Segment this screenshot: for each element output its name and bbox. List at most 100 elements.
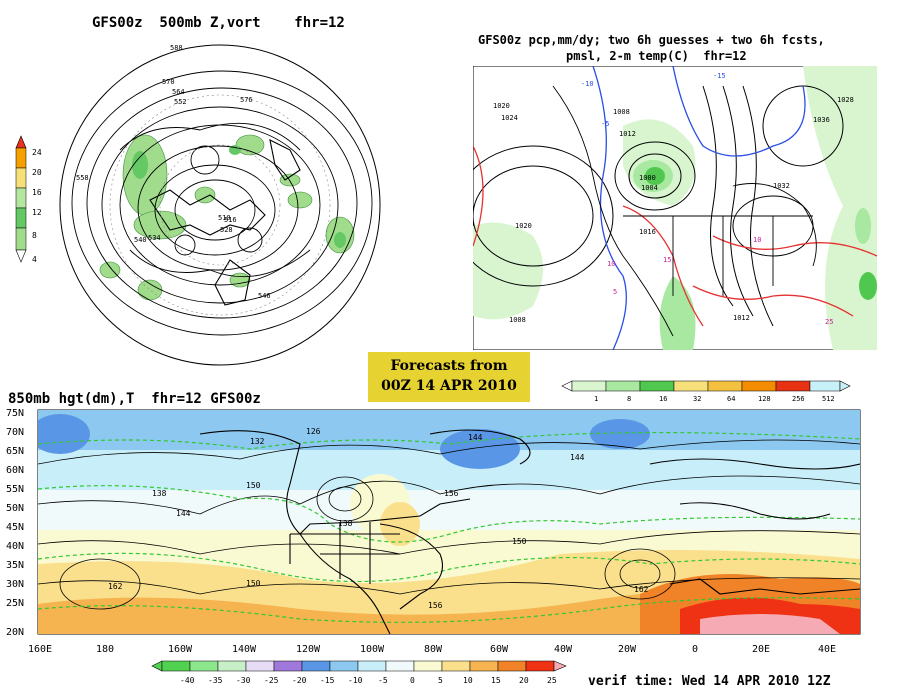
tr-temp-label: 25 xyxy=(825,318,833,326)
hgt-label: 138 xyxy=(338,519,353,528)
lon-label: 160W xyxy=(168,644,193,655)
tl-contour-label: 552 xyxy=(174,98,187,106)
bottom-cbar-label: -20 xyxy=(292,676,307,685)
hgt-label: 156 xyxy=(428,601,443,610)
hgt-label: 144 xyxy=(176,509,191,518)
tr-cbar-label-5: 128 xyxy=(758,395,771,403)
tr-isobar-label: 1028 xyxy=(837,96,854,104)
tl-contour-label: 534 xyxy=(148,234,161,242)
lat-label: 60N xyxy=(6,465,24,476)
tl-cbar-label-1: 20 xyxy=(32,168,42,177)
tr-isobar-label: 1008 xyxy=(613,108,630,116)
bottom-cbar-label: 5 xyxy=(438,676,443,685)
hgt-label: 150 xyxy=(246,579,261,588)
tr-temp-label: 5 xyxy=(613,288,617,296)
lat-label: 45N xyxy=(6,522,24,533)
tr-temp-label: 15 xyxy=(663,256,671,264)
hgt-label: 162 xyxy=(634,585,649,594)
north-america-pcp-map: 1020 1024 1000 1004 1008 1012 1016 1032 … xyxy=(473,66,877,350)
bottom-cbar-label: -35 xyxy=(208,676,223,685)
polar-coastlines xyxy=(149,139,301,306)
lon-label: 20E xyxy=(752,644,770,655)
hgt-label: 144 xyxy=(570,453,585,462)
bottom-cbar-label: -40 xyxy=(180,676,195,685)
bottom-cbar-label: -15 xyxy=(320,676,335,685)
lat-label: 55N xyxy=(6,484,24,495)
bottom-cbar-label: -5 xyxy=(378,676,388,685)
precip-shading xyxy=(473,66,877,350)
tl-contour-label: 510 xyxy=(218,214,231,222)
bottom-cbar-label: -25 xyxy=(264,676,279,685)
hgt-label: 150 xyxy=(246,481,261,490)
top-right-panel-title-line2: pmsl, 2-m temp(C) fhr=12 xyxy=(566,49,747,63)
bottom-colorbar xyxy=(151,660,567,672)
top-right-colorbar: 1 8 16 32 64 128 256 512 xyxy=(561,380,851,403)
lon-label: 120W xyxy=(296,644,321,655)
temp-contours-850 xyxy=(38,431,860,623)
lon-label: 40W xyxy=(554,644,573,655)
tl-contour-label: 576 xyxy=(240,96,253,104)
tr-isobar-label: 1008 xyxy=(509,316,526,324)
height-contours xyxy=(71,70,373,336)
tr-cbar-label-3: 32 xyxy=(693,395,701,403)
na-coastlines xyxy=(552,85,817,337)
tr-isobar-label: 1004 xyxy=(641,184,658,192)
lon-label: 80W xyxy=(424,644,443,655)
world-coastlines xyxy=(199,429,860,634)
tl-contour-label: 528 xyxy=(220,226,233,234)
tl-cbar-label-5: 4 xyxy=(32,255,37,264)
tr-isobar-label: 1012 xyxy=(619,130,636,138)
tr-cbar-label-1: 8 xyxy=(627,395,631,403)
lat-label: 50N xyxy=(6,503,24,514)
hgt-label: 150 xyxy=(512,537,527,546)
tr-temp-label: 10 xyxy=(753,236,761,244)
tr-isobar-label: 1012 xyxy=(733,314,750,322)
tr-temp-label-cold: -10 xyxy=(581,80,594,88)
tl-contour-label: 546 xyxy=(258,292,271,300)
tr-isobar-label: 1032 xyxy=(773,182,790,190)
tr-isobar-label: 1036 xyxy=(813,116,830,124)
isobars xyxy=(473,85,844,327)
lat-label: 75N xyxy=(6,408,24,419)
tr-cbar-label-0: 1 xyxy=(594,395,598,403)
lon-label: 140W xyxy=(232,644,257,655)
tr-cbar-label-2: 16 xyxy=(659,395,667,403)
bottom-cbar-label: -10 xyxy=(348,676,363,685)
lat-label: 70N xyxy=(6,427,24,438)
cylindrical-850mb-map: 75N 70N 65N 60N 55N 50N 45N 40N 35N 30N … xyxy=(6,408,861,685)
tl-cbar-label-3: 12 xyxy=(32,208,42,217)
forecast-init-box: Forecasts from 00Z 14 APR 2010 xyxy=(368,352,530,402)
tr-temp-label: 10 xyxy=(607,260,615,268)
lat-label: 20N xyxy=(6,627,24,638)
top-left-panel-title: GFS00z 500mb Z,vort fhr=12 xyxy=(92,15,345,31)
tr-temp-label-cold: -5 xyxy=(601,120,609,128)
bottom-panel-title: 850mb hgt(dm),T fhr=12 GFS00z xyxy=(8,391,261,407)
lon-label: 160E xyxy=(28,644,52,655)
height-contours-850 xyxy=(38,439,860,610)
bottom-cbar-label: 0 xyxy=(410,676,415,685)
top-right-panel-title-line1: GFS00z pcp,mm/dy; two 6h guesses + two 6… xyxy=(478,33,825,47)
tl-contour-label: 564 xyxy=(172,88,185,96)
tr-temp-label-cold: -15 xyxy=(713,72,726,80)
tl-contour-label: 516 xyxy=(224,216,237,224)
tr-isobar-label: 1024 xyxy=(501,114,518,122)
hgt-label: 162 xyxy=(108,582,123,591)
hgt-label: 138 xyxy=(152,489,167,498)
tl-cbar-label-0: 24 xyxy=(32,148,42,157)
verification-time: verif time: Wed 14 APR 2010 12Z xyxy=(588,674,831,689)
tl-contour-label: 570 xyxy=(162,78,175,86)
tr-isobar-label: 1020 xyxy=(493,102,510,110)
tl-contour-label: 588 xyxy=(170,44,183,52)
tl-contour-label: 558 xyxy=(76,174,89,182)
bottom-cbar-label: 10 xyxy=(463,676,473,685)
top-left-colorbar xyxy=(15,135,27,263)
temperature-contours xyxy=(473,66,877,350)
lat-label: 40N xyxy=(6,541,24,552)
lon-label: 20W xyxy=(618,644,637,655)
tr-isobar-label: 1020 xyxy=(515,222,532,230)
forecast-box-line1: Forecasts from xyxy=(390,358,508,374)
tr-cbar-label-7: 512 xyxy=(822,395,835,403)
lat-label: 35N xyxy=(6,560,24,571)
tl-cbar-label-4: 8 xyxy=(32,231,37,240)
hgt-label: 144 xyxy=(468,433,483,442)
